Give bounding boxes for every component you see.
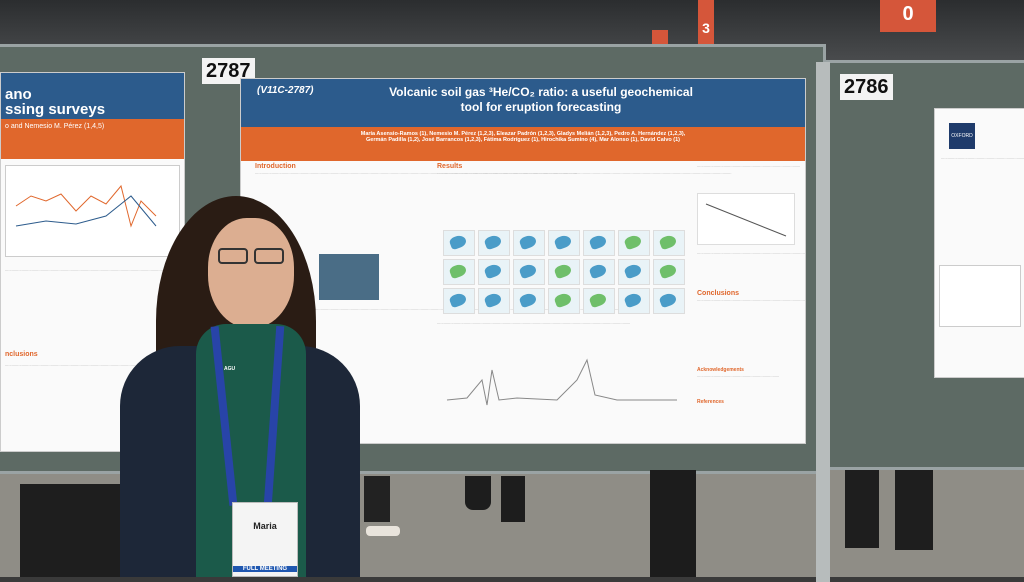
map-panel: [618, 230, 650, 256]
map-panel: [478, 230, 510, 256]
map-panel: [443, 259, 475, 285]
hall-sign: 3: [698, 0, 714, 56]
scatter-figure: [697, 193, 795, 245]
person-legs: [360, 476, 400, 560]
session-id: (V11C-2787): [257, 85, 314, 96]
name-badge: Maria FULL MEETING: [232, 502, 298, 577]
right-poster: OXFORD .................................…: [934, 108, 1024, 378]
map-panel: [548, 288, 580, 314]
map-panel: [583, 259, 615, 285]
map-panel: [653, 230, 685, 256]
map-panel: [618, 288, 650, 314]
map-grid: [443, 230, 687, 314]
map-panel: [443, 230, 475, 256]
poster-chart: [939, 265, 1021, 327]
section-heading: Acknowledgements: [697, 367, 744, 373]
map-panel: [513, 259, 545, 285]
badge-name: Maria: [253, 521, 277, 531]
map-panel: [548, 230, 580, 256]
poster-title: ssing surveys: [5, 101, 106, 118]
poster-title: Volcanic soil gas ³He/CO₂ ratio: a usefu…: [389, 85, 693, 99]
map-panel: [478, 288, 510, 314]
section-heading: Results: [437, 163, 463, 170]
poster-title: tool for eruption forecasting: [460, 100, 622, 114]
poster-title: ano: [5, 86, 32, 103]
line-plot-figure: [15, 184, 157, 228]
map-panel: [583, 288, 615, 314]
person-legs: [465, 476, 535, 524]
presenter: AGU Maria FULL MEETING: [120, 196, 370, 577]
map-panel: [513, 288, 545, 314]
board-number: 2786: [840, 74, 893, 100]
section-heading: Conclusions: [697, 290, 740, 297]
map-panel: [653, 288, 685, 314]
poster-authors: o and Nemesio M. Pérez (1,4,5): [1, 119, 184, 159]
face: [208, 218, 294, 328]
volcano-photo: [319, 254, 379, 300]
section-heading: References: [697, 399, 724, 405]
person-legs: [650, 470, 696, 577]
badge-ribbon: FULL MEETING: [233, 566, 297, 572]
poster-authors: Germán Padilla (1,2), José Barrancos (1,…: [366, 137, 680, 143]
glasses: [254, 248, 284, 264]
hall-sign: 0: [880, 0, 936, 32]
map-panel: [653, 259, 685, 285]
glasses: [218, 248, 248, 264]
map-panel: [513, 230, 545, 256]
map-panel: [618, 259, 650, 285]
person-legs: [845, 470, 945, 550]
poster-authors: María Asensio-Ramos (1), Nemesio M. Pére…: [360, 131, 686, 137]
map-panel: [478, 259, 510, 285]
time-series-figure: [446, 358, 677, 406]
board-post: [816, 62, 830, 582]
section-heading: nclusions: [5, 351, 38, 358]
map-panel: [583, 230, 615, 256]
section-heading: Introduction: [255, 163, 296, 170]
person-legs: [20, 484, 130, 577]
poster-chart: [5, 165, 180, 257]
lanyard-text: AGU: [224, 366, 236, 372]
map-panel: [443, 288, 475, 314]
university-logo: OXFORD: [949, 123, 975, 149]
map-panel: [548, 259, 580, 285]
